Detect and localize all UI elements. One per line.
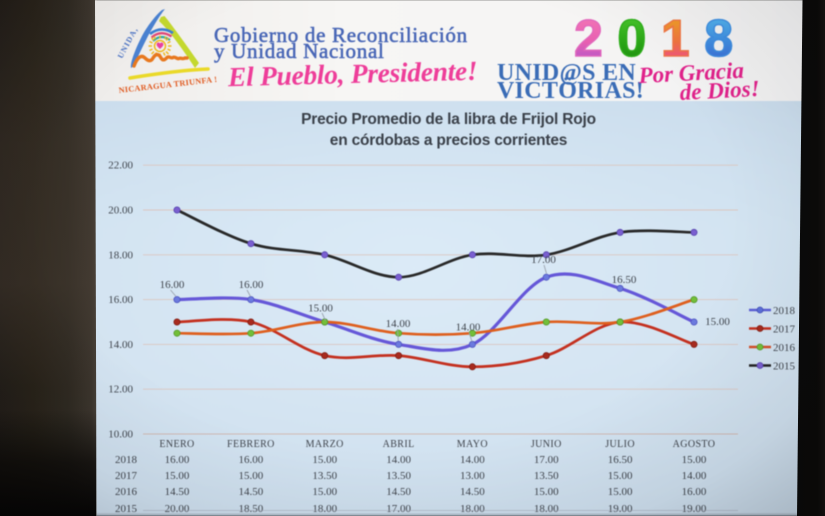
- svg-text:13.50: 13.50: [312, 470, 337, 482]
- svg-text:MARZO: MARZO: [306, 439, 344, 450]
- svg-text:15.00: 15.00: [308, 303, 333, 315]
- svg-text:18.00: 18.00: [108, 249, 133, 261]
- svg-text:16.00: 16.00: [160, 279, 185, 291]
- svg-text:14.00: 14.00: [682, 470, 707, 482]
- svg-text:15.00: 15.00: [312, 454, 337, 466]
- svg-text:14.50: 14.50: [165, 486, 190, 498]
- svg-text:15.00: 15.00: [312, 486, 337, 498]
- svg-text:16.00: 16.00: [165, 454, 190, 466]
- svg-text:JULIO: JULIO: [605, 439, 635, 450]
- svg-text:2015: 2015: [115, 503, 138, 515]
- svg-text:2016: 2016: [115, 486, 138, 498]
- svg-text:AGOSTO: AGOSTO: [673, 439, 716, 450]
- svg-text:FEBRERO: FEBRERO: [227, 439, 275, 450]
- svg-text:13.00: 13.00: [460, 470, 485, 482]
- svg-text:2016: 2016: [773, 342, 796, 354]
- svg-text:15.00: 15.00: [608, 470, 633, 482]
- svg-text:17.00: 17.00: [534, 454, 559, 466]
- svg-text:15.00: 15.00: [608, 486, 633, 498]
- svg-text:18.00: 18.00: [534, 503, 559, 515]
- svg-text:18.00: 18.00: [460, 503, 485, 515]
- svg-text:15.00: 15.00: [705, 316, 730, 328]
- svg-text:20.00: 20.00: [108, 205, 133, 217]
- svg-text:14.00: 14.00: [386, 454, 411, 466]
- svg-text:ABRIL: ABRIL: [383, 439, 415, 450]
- svg-text:18.50: 18.50: [239, 503, 264, 515]
- svg-text:16.50: 16.50: [608, 454, 633, 466]
- svg-text:10.00: 10.00: [108, 429, 133, 441]
- svg-text:17.00: 17.00: [531, 254, 556, 266]
- svg-text:16.00: 16.00: [108, 294, 133, 306]
- svg-text:14.00: 14.00: [460, 454, 485, 466]
- svg-text:JUNIO: JUNIO: [531, 439, 562, 450]
- svg-text:2018: 2018: [115, 454, 138, 466]
- svg-text:2017: 2017: [773, 323, 796, 335]
- svg-text:12.00: 12.00: [108, 384, 133, 396]
- svg-text:16.00: 16.00: [682, 486, 707, 498]
- svg-text:15.00: 15.00: [239, 470, 264, 482]
- svg-text:16.00: 16.00: [239, 279, 264, 291]
- svg-text:16.50: 16.50: [612, 274, 637, 286]
- svg-text:16.00: 16.00: [239, 454, 264, 466]
- svg-text:14.50: 14.50: [239, 486, 264, 498]
- svg-text:19.00: 19.00: [682, 503, 707, 515]
- svg-text:15.00: 15.00: [682, 454, 707, 466]
- svg-text:14.00: 14.00: [108, 339, 133, 351]
- svg-text:18.00: 18.00: [312, 503, 337, 515]
- svg-text:13.50: 13.50: [534, 470, 559, 482]
- svg-text:15.00: 15.00: [534, 486, 559, 498]
- svg-text:MAYO: MAYO: [457, 439, 488, 450]
- svg-text:17.00: 17.00: [386, 503, 411, 515]
- svg-text:19.00: 19.00: [608, 503, 633, 515]
- svg-text:14.50: 14.50: [460, 486, 485, 498]
- svg-text:14.00: 14.00: [456, 322, 481, 334]
- svg-text:13.50: 13.50: [386, 470, 411, 482]
- svg-text:14.00: 14.00: [386, 318, 411, 330]
- svg-text:14.50: 14.50: [386, 486, 411, 498]
- svg-text:2017: 2017: [115, 470, 138, 482]
- svg-text:2015: 2015: [773, 360, 796, 372]
- svg-text:15.00: 15.00: [165, 470, 190, 482]
- svg-text:ENERO: ENERO: [159, 439, 194, 450]
- svg-text:20.00: 20.00: [165, 503, 190, 515]
- svg-text:2018: 2018: [773, 305, 796, 317]
- svg-text:22.00: 22.00: [108, 160, 133, 172]
